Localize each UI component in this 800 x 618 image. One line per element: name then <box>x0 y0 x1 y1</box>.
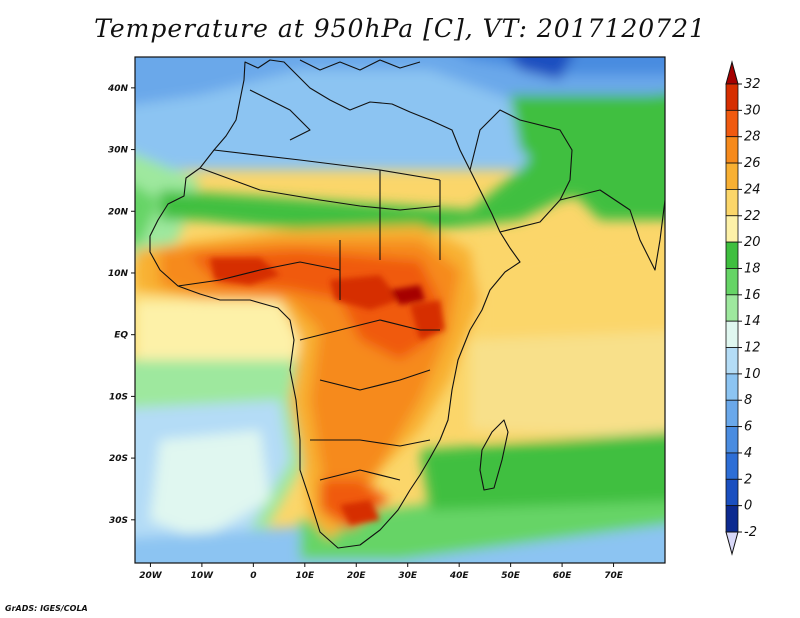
colorbar-swatch <box>725 399 739 427</box>
colorbar-label: 8 <box>744 393 752 408</box>
lon-tick-label: 10W <box>191 571 215 581</box>
colorbar-swatch <box>725 373 739 401</box>
credit-text: GrADS: IGES/COLA <box>5 604 88 613</box>
lon-tick-label: 10E <box>295 571 315 581</box>
colorbar-label: 4 <box>744 446 752 461</box>
colorbar-swatch <box>725 452 739 480</box>
colorbar-label: 30 <box>744 103 761 118</box>
colorbar-swatch <box>725 347 739 375</box>
lat-tick-label: 10S <box>109 392 128 402</box>
colorbar-swatch <box>725 320 739 348</box>
colorbar-label: 14 <box>744 314 761 329</box>
plot-frame <box>134 56 666 564</box>
lat-tick-label: 40N <box>107 84 129 94</box>
lon-tick-label: 20W <box>139 571 163 581</box>
lon-tick-label: 40E <box>449 571 470 581</box>
lon-tick-label: 60E <box>553 571 573 581</box>
colorbar-label: 12 <box>744 341 761 356</box>
colorbar-swatch <box>725 136 739 164</box>
colorbar-label: 18 <box>744 261 761 276</box>
colorbar-label: 22 <box>744 209 761 224</box>
lat-tick-label: 10N <box>108 269 129 279</box>
colorbar-swatch <box>725 294 739 322</box>
colorbar-label: 26 <box>744 156 761 171</box>
colorbar-label: 32 <box>744 77 761 92</box>
colorbar-swatch <box>725 478 739 507</box>
colorbar-swatch <box>725 268 739 296</box>
colorbar-label: 20 <box>744 235 761 250</box>
colorbar-swatch <box>725 505 739 533</box>
lat-tick-label: 20S <box>109 454 128 464</box>
colorbar-swatch <box>725 241 739 269</box>
lat-tick-label: 30S <box>109 516 128 526</box>
colorbar-label: 24 <box>744 182 761 197</box>
chart-title: Temperature at 950hPa [C], VT: 201712072… <box>94 14 706 43</box>
colorbar-swatch <box>725 83 739 111</box>
colorbar-label: 6 <box>744 420 752 435</box>
lon-axis: 20W 10W 0 10E 20E 30E 40E 50E 60E 70E <box>139 563 624 581</box>
lat-tick-label: 30N <box>108 146 129 156</box>
temperature-field <box>135 57 665 563</box>
colorbar-label: 10 <box>744 367 761 382</box>
lon-tick-label: 0 <box>250 571 256 581</box>
lat-axis: 40N 30N 20N 10N EQ 10S 20S 30S <box>107 84 135 526</box>
lon-tick-label: 30E <box>398 571 418 581</box>
colorbar-swatch <box>725 162 739 190</box>
colorbar-label: 0 <box>744 499 752 514</box>
lat-tick-label: EQ <box>114 331 128 341</box>
lon-tick-label: 50E <box>501 571 521 581</box>
colorbar-label: -2 <box>744 525 757 540</box>
colorbar-swatch <box>725 109 739 138</box>
colorbar-swatch <box>725 189 739 217</box>
lat-tick-label: 20N <box>108 207 129 217</box>
colorbar-swatch <box>725 215 739 243</box>
colorbar-label: 28 <box>744 130 761 145</box>
coastlines <box>149 59 665 549</box>
colorbar-arrow-bottom <box>725 531 739 556</box>
lon-tick-label: 70E <box>604 571 624 581</box>
colorbar-swatch <box>725 426 739 454</box>
colorbar-label: 2 <box>744 472 752 487</box>
lon-tick-label: 20E <box>347 571 367 581</box>
colorbar-label: 16 <box>744 288 761 303</box>
colorbar-arrow-top <box>725 60 739 85</box>
